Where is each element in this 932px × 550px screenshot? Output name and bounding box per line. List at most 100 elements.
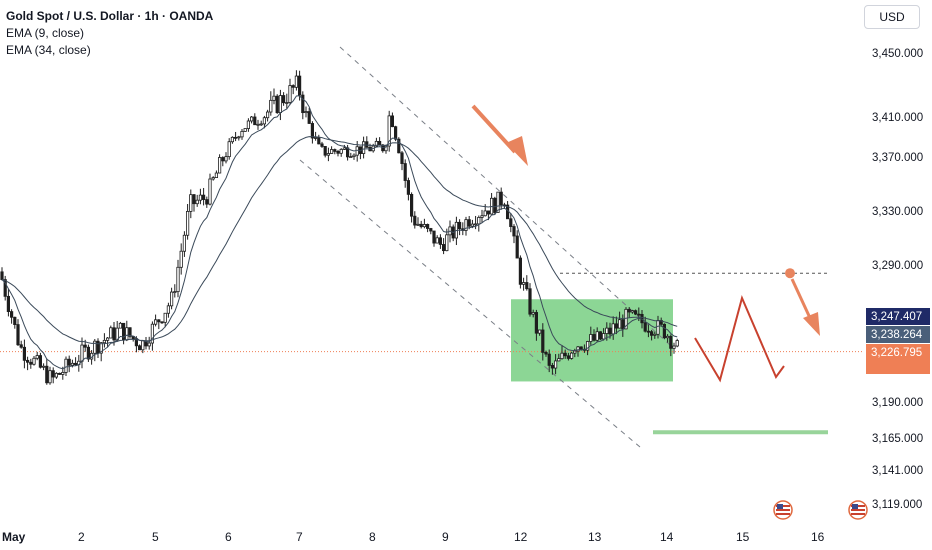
candle-body [99,342,103,354]
price-badge [866,308,930,325]
candle-body [141,340,145,351]
candle-body [70,362,74,366]
candle-body [0,271,4,280]
candle-body [560,352,564,360]
candle-body [134,338,138,347]
candle-body [646,330,651,333]
candle-body [173,291,177,294]
target-arrow-shaft [790,278,812,319]
candle-body [275,95,279,114]
candle-body [249,116,254,122]
candle-body [483,210,487,217]
candle-body [51,370,55,378]
candle-body [195,199,199,205]
candle-body [150,323,154,344]
candle-body [637,313,641,316]
candle-body [342,147,347,150]
candle-body [93,340,97,354]
candle-body [182,234,186,252]
candle-body [22,346,27,361]
candle-body [592,334,596,341]
symbol-title[interactable]: Gold Spot / U.S. Dollar · 1h · OANDA [6,9,214,23]
candle-body [163,312,167,323]
candle-body [413,215,417,226]
y-tick-label: 3,141.000 [872,465,923,477]
price-badge [866,326,930,343]
candle-body [9,311,14,318]
candle-body [397,138,401,154]
candle-body [538,329,542,334]
candle-body [595,331,599,341]
candle-body [445,234,449,252]
x-tick-label: May [2,530,26,544]
candle-body [214,172,218,178]
candle-body [58,372,62,375]
candle-body [80,344,84,362]
candle-body [217,157,222,174]
candle-body [221,157,225,162]
candle-body [281,95,286,104]
candle-body [621,319,625,330]
candle-body [307,111,311,124]
candle-body [573,350,577,354]
candle-body [208,178,212,205]
candle-body [317,137,321,145]
ema34-legend[interactable]: EMA (34, close) [6,43,91,57]
candle-body [45,365,49,384]
candle-body [576,346,580,352]
candle-body [611,323,615,335]
candle-body [470,223,475,227]
candle-body [179,250,183,268]
candle-body [157,319,161,323]
candle-body [106,337,110,341]
target-dot [785,268,795,279]
candle-body [409,193,414,217]
x-tick-label: 15 [736,530,750,544]
candle-body [550,364,555,369]
candle-body [48,370,52,384]
candle-body [416,223,420,226]
candle-body [464,219,468,231]
candle-body [656,320,660,335]
candle-body [602,333,606,340]
candle-body [384,145,388,152]
candle-body [467,219,471,227]
candle-body [387,115,391,147]
candle-body [153,319,158,325]
candle-body [256,123,260,126]
candle-body [643,322,647,332]
time-axis[interactable]: May 2 5 6 7 8 9 12 13 14 15 16 [2,530,825,544]
y-tick-label: 3,165.000 [872,433,923,445]
candle-body [237,136,241,139]
ema9-legend[interactable]: EMA (9, close) [6,26,85,40]
us-flag-icon[interactable] [773,500,793,520]
candle-body [83,344,87,348]
candle-body [166,305,170,314]
arrows [471,104,820,336]
candle-body [566,355,571,359]
candle-body [326,153,331,156]
candle-body [61,371,65,375]
channel-lower-line [299,159,641,448]
candle-body [230,136,234,143]
candle-body [147,342,151,347]
candle-body [32,357,36,365]
x-tick-label: 13 [588,530,602,544]
candle-body [672,345,676,349]
candle-body [675,340,679,347]
candle-body [67,358,71,366]
candle-body [102,339,106,344]
currency-button[interactable]: USD [864,5,920,29]
candle-body [185,211,190,236]
candle-body [528,288,532,315]
y-tick-label: 3,119.000 [872,499,922,511]
us-flag-icon[interactable] [848,500,868,520]
candle-body [137,345,142,351]
price-axis[interactable]: 3,450.000 3,410.000 3,370.000 3,330.000 3,29… [872,48,923,511]
candle-body [425,224,430,229]
candle-body [6,295,10,312]
candle-body [477,217,481,225]
candle-body [38,355,43,368]
